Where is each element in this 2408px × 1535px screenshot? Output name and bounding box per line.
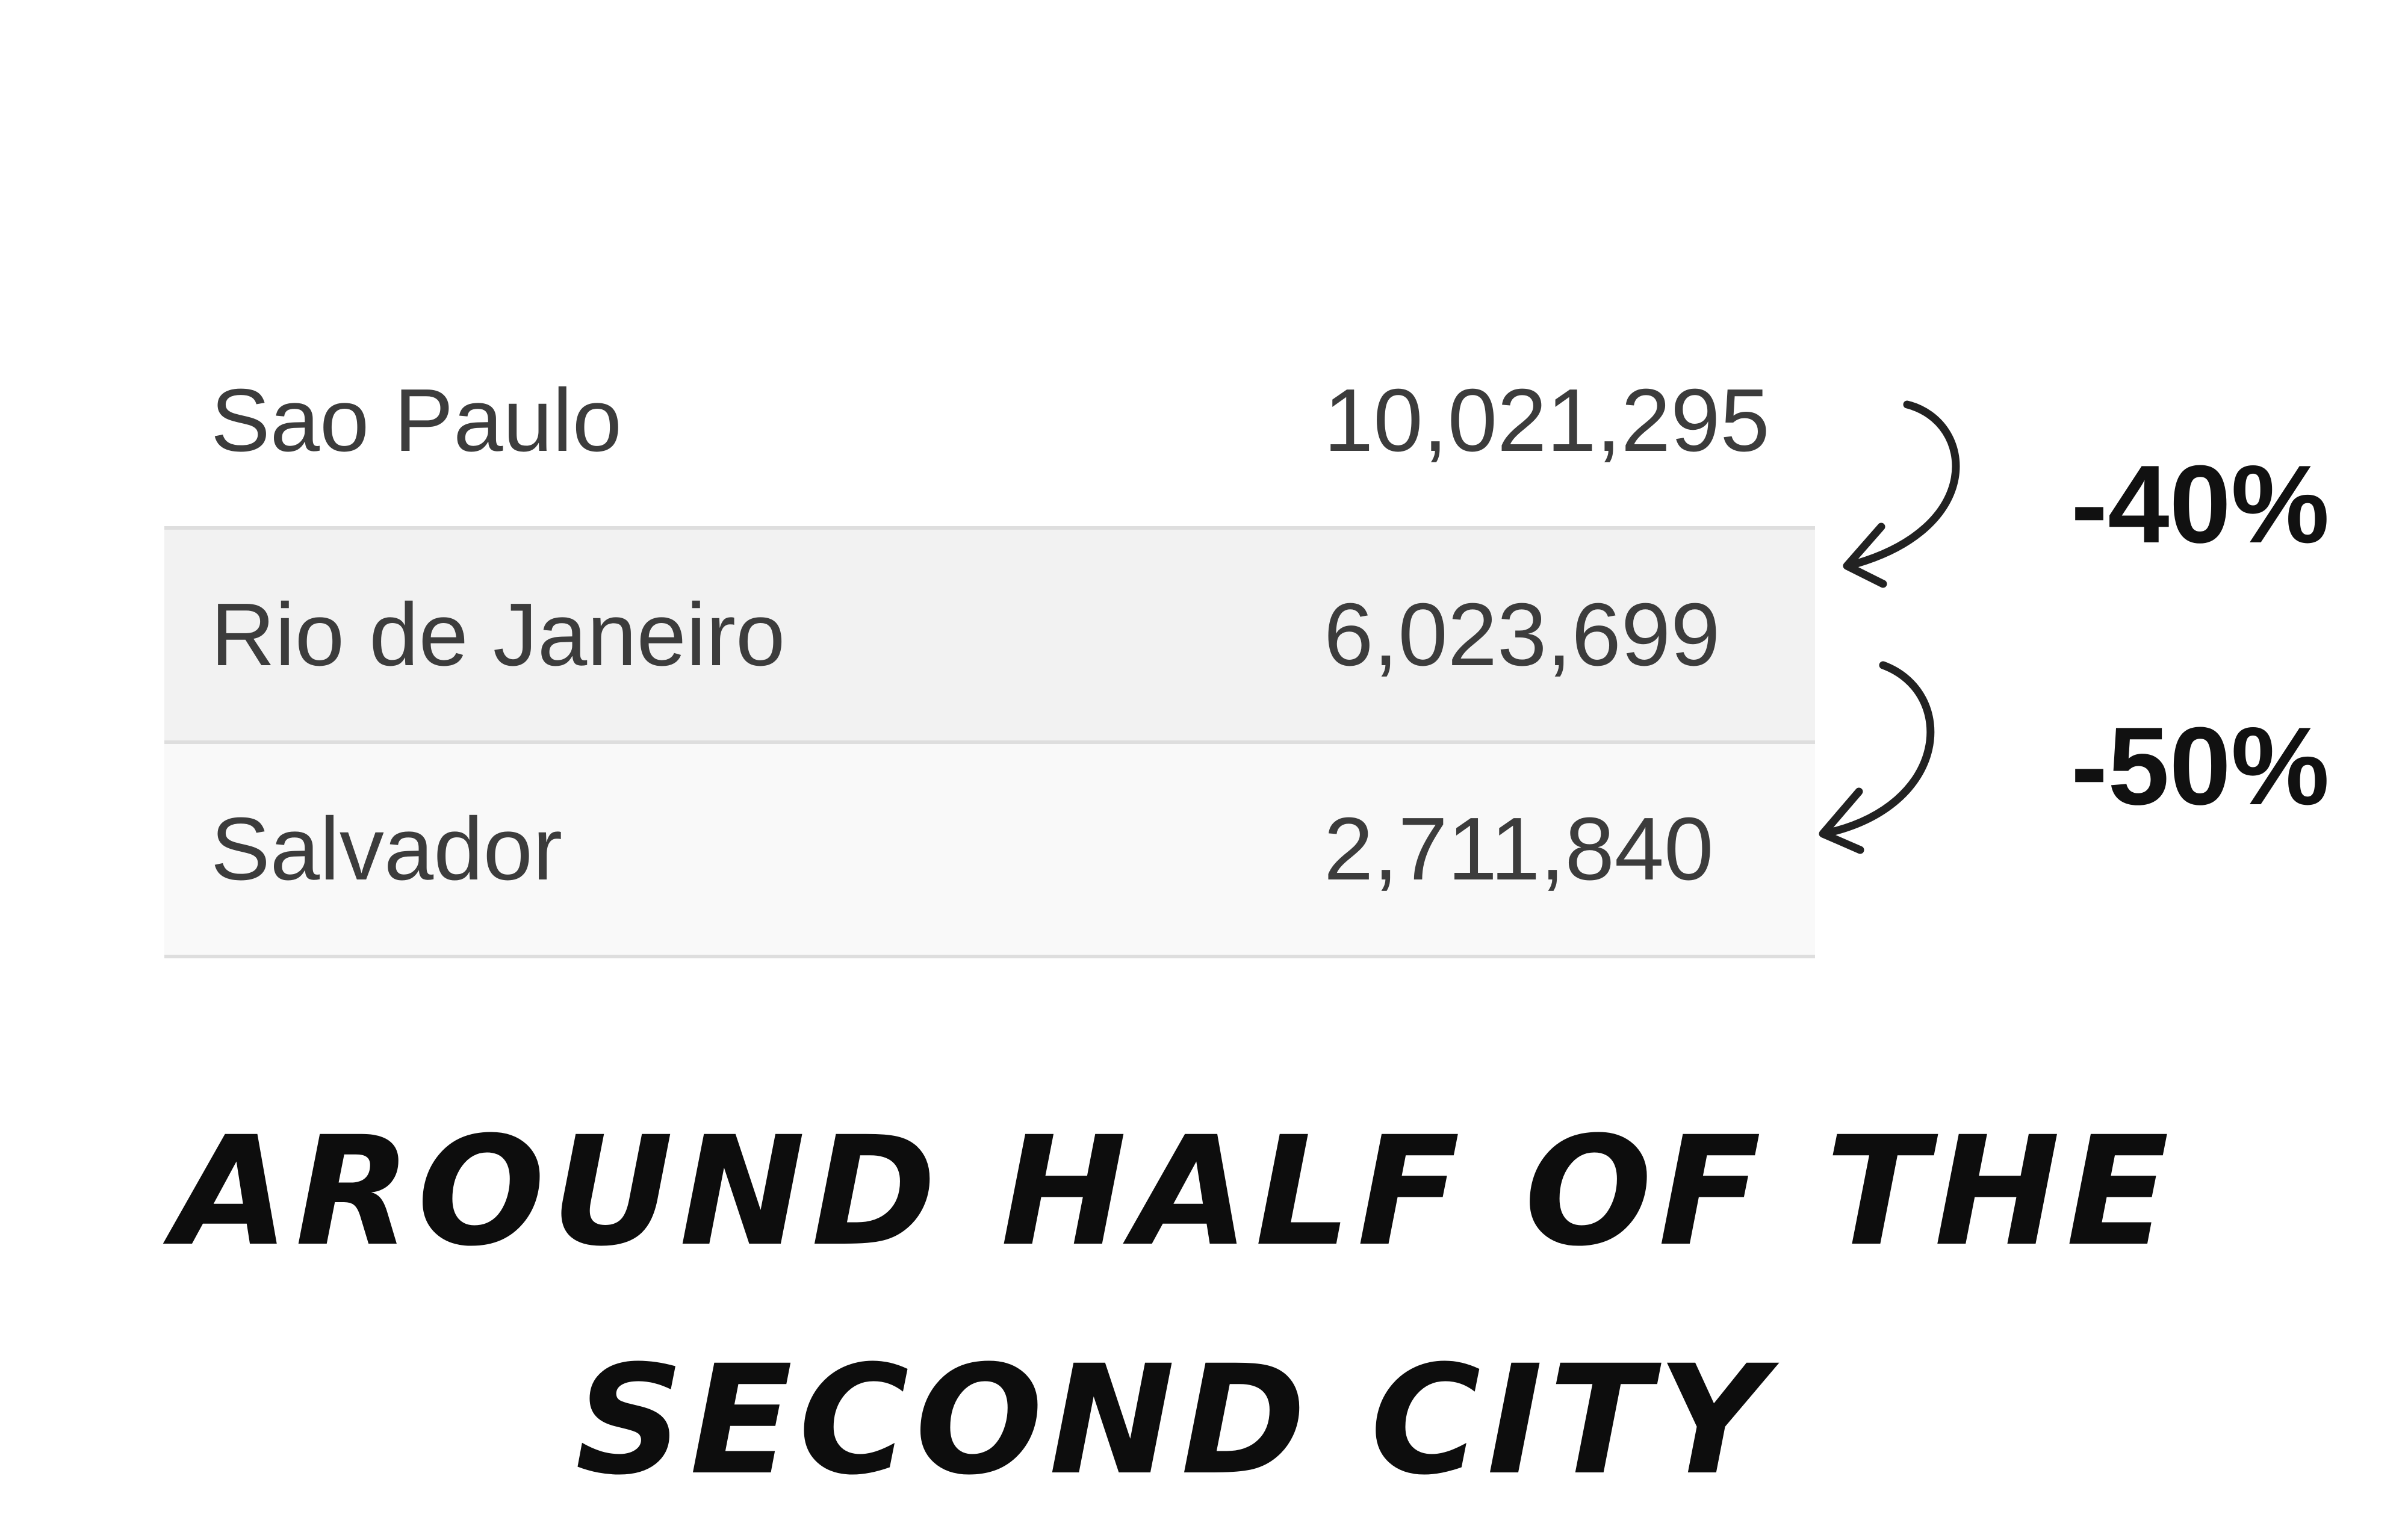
table-row: Salvador 2,711,840 [164,744,1815,958]
change-label: -50% [2071,704,2330,828]
curved-arrow-icon [1843,400,1960,588]
city-population-table: Sao Paulo 10,021,295 Rio de Janeiro 6,02… [164,315,1815,958]
city-name: Salvador [211,799,563,899]
city-population: 10,021,295 [1324,371,1770,470]
curved-arrow-icon [1819,661,1935,854]
change-label: -40% [2071,442,2330,566]
table-row: Sao Paulo 10,021,295 [164,315,1815,530]
city-name: Rio de Janeiro [211,585,786,684]
city-population: 2,711,840 [1324,799,1714,899]
city-name: Sao Paulo [211,371,622,470]
city-population: 6,023,699 [1324,585,1721,684]
table-row: Rio de Janeiro 6,023,699 [164,530,1815,744]
headline: Around half of the second city [173,1104,2175,1508]
